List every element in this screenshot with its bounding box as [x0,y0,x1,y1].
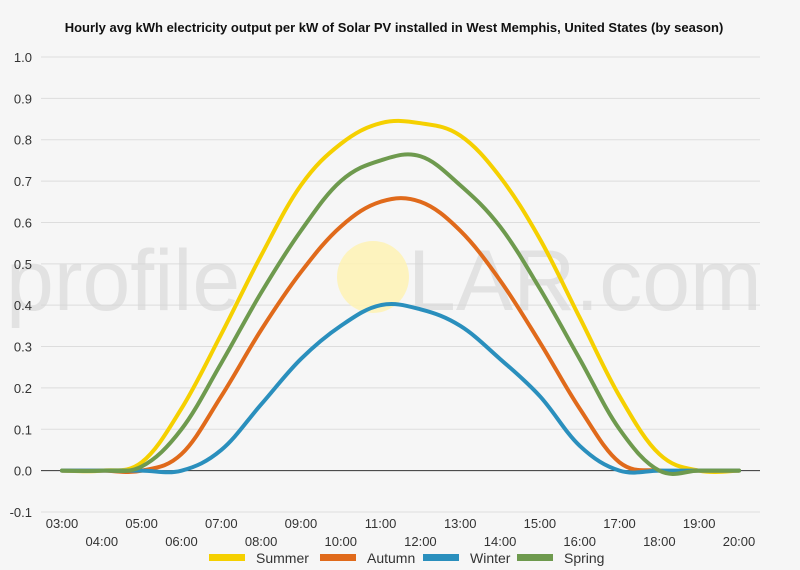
y-tick-label: 0.6 [14,215,32,230]
series-line-summer [60,118,741,474]
x-tick-label: 18:00 [643,534,676,549]
y-tick-label: 0.0 [14,464,32,479]
series-line-spring [60,152,741,476]
legend-swatch-spring [517,554,553,561]
x-tick-label: 05:00 [125,516,158,531]
x-tick-label: 16:00 [563,534,596,549]
y-tick-label: -0.1 [10,505,32,520]
legend-label-winter: Winter [470,550,511,566]
x-tick-label: 07:00 [205,516,238,531]
legend-label-spring: Spring [564,550,604,566]
x-tick-label: 14:00 [484,534,517,549]
y-tick-label: 0.1 [14,422,32,437]
x-tick-label: 08:00 [245,534,278,549]
x-tick-label: 20:00 [723,534,756,549]
legend-label-summer: Summer [256,550,309,566]
legend-swatch-summer [209,554,245,561]
y-axis: -0.1 0.0 0.1 0.2 0.3 0.4 0.5 0.6 0.7 0.8 0.9 1.0 [10,50,32,520]
y-tick-label: 0.4 [14,298,32,313]
watermark-text-start: profile [6,233,240,329]
x-tick-label: 03:00 [46,516,79,531]
x-axis: 03:00 04:00 05:00 06:00 07:00 08:00 09:00 10:00… [46,516,756,549]
legend-swatch-autumn [320,554,356,561]
x-tick-label: 17:00 [603,516,636,531]
x-tick-label: 19:00 [683,516,716,531]
x-tick-label: 09:00 [285,516,318,531]
x-tick-label: 04:00 [86,534,119,549]
watermark-text-end: LAR.com [408,233,762,329]
x-tick-label: 12:00 [404,534,437,549]
y-tick-label: 0.5 [14,257,32,272]
x-tick-label: 11:00 [365,516,397,531]
y-tick-label: 0.3 [14,340,32,355]
x-tick-label: 15:00 [524,516,557,531]
series-layer [60,118,741,476]
y-tick-label: 0.2 [14,381,32,396]
legend-swatch-winter [423,554,459,561]
x-tick-label: 13:00 [444,516,477,531]
y-tick-label: 1.0 [14,50,32,65]
series-line-autumn [60,196,741,474]
watermark-sun-icon [337,241,409,313]
legend-label-autumn: Autumn [367,550,415,566]
y-tick-label: 0.7 [14,174,32,189]
legend: Summer Autumn Winter Spring [209,550,604,566]
series-line-winter [60,302,741,475]
y-tick-label: 0.9 [14,91,32,106]
x-tick-label: 06:00 [165,534,198,549]
chart-title: Hourly avg kWh electricity output per kW… [65,20,724,35]
x-tick-label: 10:00 [324,534,357,549]
watermark-logo: profile LAR.com [6,233,762,329]
y-tick-label: 0.8 [14,133,32,148]
